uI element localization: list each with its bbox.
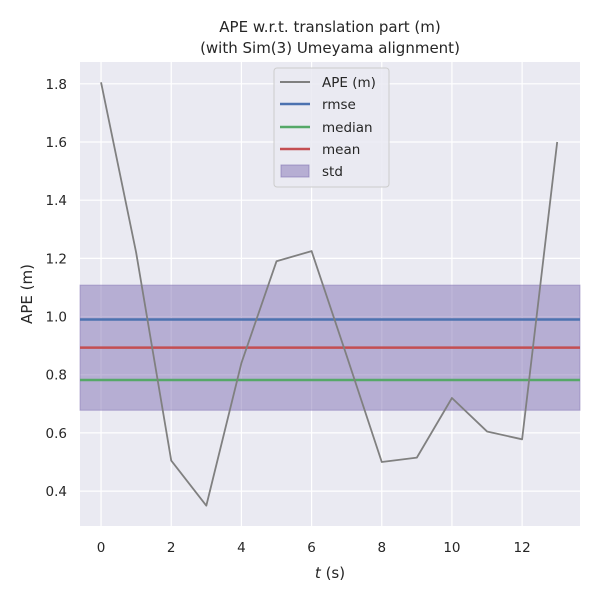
chart-subtitle: (with Sim(3) Umeyama alignment)	[200, 39, 460, 57]
legend-label-mean: mean	[322, 142, 360, 158]
y-tick-label: 1.2	[46, 251, 67, 267]
ape-series-line	[100, 82, 559, 507]
y-tick-label: 0.6	[46, 426, 67, 442]
x-axis-variable: t	[315, 564, 322, 582]
x-tick-label: 2	[167, 540, 176, 556]
x-axis-label: t (s)	[315, 564, 345, 582]
x-tick-labels: 0 2 4 6 8 10 12	[97, 540, 531, 556]
legend: APE (m) rmse median mean std	[273, 67, 390, 188]
y-tick-label: 1.6	[46, 135, 67, 151]
x-tick-label: 8	[377, 540, 386, 556]
legend-swatch-std	[280, 164, 310, 178]
legend-label-rmse: rmse	[322, 97, 356, 113]
x-tick-label: 4	[237, 540, 246, 556]
x-tick-label: 6	[307, 540, 316, 556]
legend-label-std: std	[322, 164, 343, 180]
legend-label-median: median	[322, 120, 373, 136]
legend-box	[273, 67, 390, 188]
y-tick-label: 0.8	[46, 368, 67, 384]
y-tick-labels: 0.4 0.6 0.8 1.0 1.2 1.4 1.6 1.8	[46, 77, 67, 500]
y-tick-label: 1.8	[46, 77, 67, 93]
y-tick-label: 1.0	[46, 310, 67, 326]
series-layer	[100, 82, 559, 507]
x-tick-label: 0	[97, 540, 106, 556]
chart-title: APE w.r.t. translation part (m)	[219, 18, 440, 36]
x-tick-label: 10	[443, 540, 460, 556]
y-tick-label: 0.4	[46, 484, 67, 500]
y-axis-label: APE (m)	[18, 264, 36, 324]
x-tick-label: 12	[514, 540, 531, 556]
legend-label-ape: APE (m)	[322, 75, 376, 91]
x-axis-unit: (s)	[321, 564, 345, 582]
y-tick-label: 1.4	[46, 193, 67, 209]
statistic-lines	[80, 318, 580, 382]
